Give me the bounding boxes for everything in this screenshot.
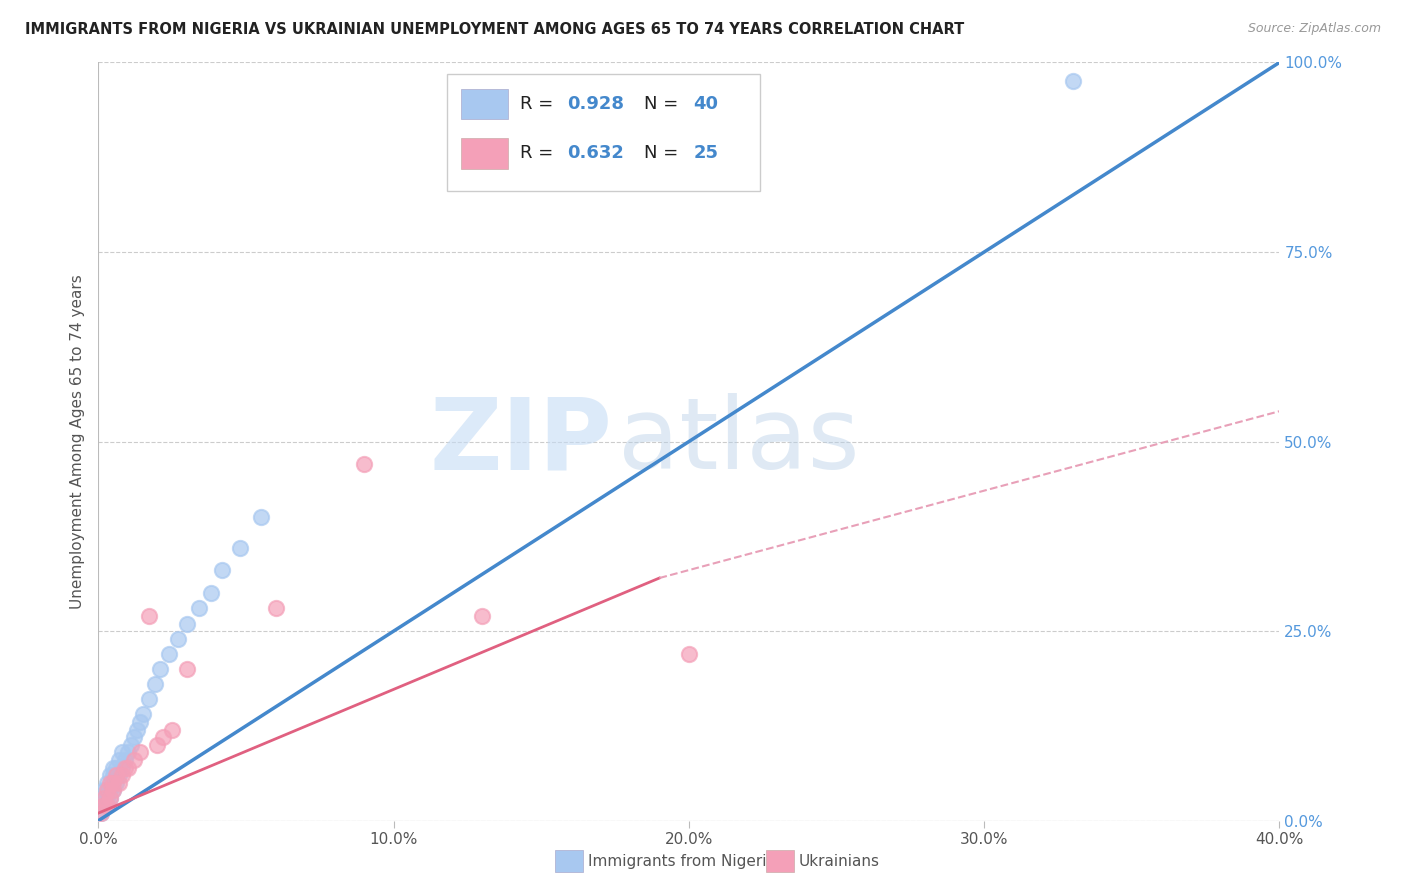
Point <box>1062 74 1084 88</box>
Text: 40: 40 <box>693 95 718 113</box>
Point <box>90 806 112 821</box>
Point <box>93 798 115 813</box>
FancyBboxPatch shape <box>461 89 508 120</box>
Point <box>162 723 183 737</box>
Point <box>90 798 112 813</box>
Point <box>105 768 128 782</box>
Text: Immigrants from Nigeria: Immigrants from Nigeria <box>588 855 776 869</box>
Point <box>128 746 150 760</box>
Point <box>105 776 128 790</box>
Point <box>111 746 134 760</box>
Text: N =: N = <box>644 95 685 113</box>
Text: Ukrainians: Ukrainians <box>799 855 880 869</box>
Point <box>98 791 121 805</box>
FancyBboxPatch shape <box>461 138 508 169</box>
Point <box>471 608 494 623</box>
Point <box>149 662 172 676</box>
Point <box>114 753 136 767</box>
Point <box>90 806 112 821</box>
Point <box>96 783 118 797</box>
Point <box>146 738 169 752</box>
Point <box>138 692 160 706</box>
Point <box>108 753 131 767</box>
Point <box>229 541 252 555</box>
Point <box>108 768 131 782</box>
Text: R =: R = <box>520 145 560 162</box>
Point <box>117 760 139 774</box>
Text: 25: 25 <box>693 145 718 162</box>
Point <box>93 798 115 813</box>
FancyBboxPatch shape <box>447 74 759 191</box>
Point <box>108 776 131 790</box>
Point <box>96 783 118 797</box>
Point <box>103 768 125 782</box>
Point <box>103 783 125 797</box>
Point <box>96 776 118 790</box>
Point <box>125 723 148 737</box>
Text: Source: ZipAtlas.com: Source: ZipAtlas.com <box>1247 22 1381 36</box>
Point <box>176 662 198 676</box>
Point <box>98 776 121 790</box>
Point <box>122 730 145 744</box>
Text: N =: N = <box>644 145 685 162</box>
Text: atlas: atlas <box>619 393 859 490</box>
Point <box>98 768 121 782</box>
Point <box>120 738 142 752</box>
Point <box>122 753 145 767</box>
Point <box>138 608 160 623</box>
Point <box>353 458 375 472</box>
Text: R =: R = <box>520 95 560 113</box>
Point <box>103 783 125 797</box>
Point <box>157 647 180 661</box>
Text: 0.928: 0.928 <box>567 95 624 113</box>
Point <box>93 791 115 805</box>
Point <box>114 760 136 774</box>
Text: 0.632: 0.632 <box>567 145 624 162</box>
Point <box>111 760 134 774</box>
Point <box>111 768 134 782</box>
Point <box>93 791 115 805</box>
Point <box>128 715 150 730</box>
Point <box>678 647 700 661</box>
Point <box>103 776 125 790</box>
Point <box>176 616 198 631</box>
Point <box>98 791 121 805</box>
Point <box>117 746 139 760</box>
Point <box>105 760 128 774</box>
Point <box>264 601 287 615</box>
Point <box>96 791 118 805</box>
Y-axis label: Unemployment Among Ages 65 to 74 years: Unemployment Among Ages 65 to 74 years <box>69 274 84 609</box>
Text: IMMIGRANTS FROM NIGERIA VS UKRAINIAN UNEMPLOYMENT AMONG AGES 65 TO 74 YEARS CORR: IMMIGRANTS FROM NIGERIA VS UKRAINIAN UNE… <box>25 22 965 37</box>
Point <box>167 632 190 646</box>
Point <box>143 677 166 691</box>
Point <box>93 783 115 797</box>
Point <box>103 760 125 774</box>
Point <box>132 707 155 722</box>
Point <box>152 730 174 744</box>
Point <box>96 798 118 813</box>
Point <box>250 510 273 524</box>
Point <box>200 586 222 600</box>
Point <box>211 564 233 578</box>
Text: ZIP: ZIP <box>429 393 612 490</box>
Point <box>96 798 118 813</box>
Point <box>98 783 121 797</box>
Point <box>187 601 209 615</box>
